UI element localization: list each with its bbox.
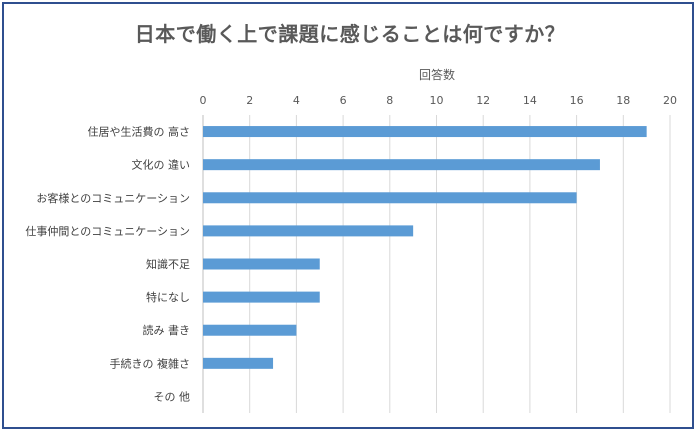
category-label: 手続きの 複雑さ (110, 356, 191, 370)
x-tick-label: 8 (386, 94, 393, 107)
bar (203, 324, 297, 336)
x-axis-title: 回答数 (419, 67, 455, 82)
category-label: 文化の 違い (132, 158, 191, 172)
x-tick-label: 18 (616, 94, 630, 107)
bar (203, 357, 274, 369)
bar (203, 225, 414, 237)
category-label: 読み 書き (143, 323, 191, 337)
x-tick-label: 6 (340, 94, 347, 107)
category-label: お客様とのコミュニケーション (36, 191, 190, 205)
bar (203, 291, 320, 303)
bar (203, 159, 600, 171)
x-tick-label: 10 (430, 94, 444, 107)
category-label: 知識不足 (146, 257, 190, 271)
bar (203, 126, 647, 138)
x-tick-label: 16 (570, 94, 584, 107)
category-label: 住居や生活費の 高さ (88, 125, 191, 139)
category-label: その 他 (154, 390, 191, 403)
category-label: 特になし (146, 290, 190, 304)
chart-frame (2, 2, 694, 429)
x-tick-label: 14 (523, 94, 537, 107)
bar (203, 192, 577, 204)
x-tick-label: 2 (246, 94, 253, 107)
x-tick-label: 4 (293, 94, 300, 107)
x-tick-label: 20 (663, 94, 677, 107)
category-label: 仕事仲間とのコミュニケーション (25, 224, 190, 238)
x-tick-labels: 0 2 4 6 8 10 12 14 16 18 20 (200, 94, 678, 107)
x-tick-label: 0 (200, 94, 207, 107)
x-tick-label: 12 (476, 94, 490, 107)
bar (203, 258, 320, 270)
bars (203, 126, 647, 369)
chart-title: 日本で働く上で課題に感じることは何ですか？ (134, 22, 566, 46)
